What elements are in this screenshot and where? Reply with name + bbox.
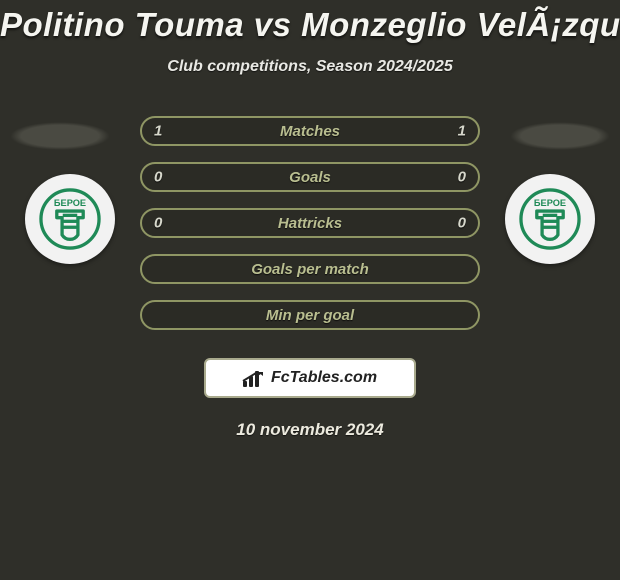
crest-label-right: БЕРОЕ xyxy=(534,198,566,208)
avatar-shadow-right xyxy=(510,122,610,150)
stat-value-right: 1 xyxy=(458,123,466,140)
crest-label-left: БЕРОЕ xyxy=(54,198,86,208)
comparison-stage: БЕРОЕ БЕРОЕ 1 Matches 1 0 Goals 0 xyxy=(0,104,620,344)
stat-row: Goals per match xyxy=(140,254,480,284)
page-title: Politino Touma vs Monzeglio VelÃ¡zquez xyxy=(0,0,620,44)
stat-value-right: 0 xyxy=(458,215,466,232)
stat-label: Goals per match xyxy=(251,261,369,278)
stat-row: 1 Matches 1 xyxy=(140,116,480,146)
club-crest-icon: БЕРОЕ xyxy=(37,186,103,252)
stat-label: Matches xyxy=(280,123,340,140)
stat-value-left: 1 xyxy=(154,123,162,140)
stat-row: Min per goal xyxy=(140,300,480,330)
stat-value-right: 0 xyxy=(458,169,466,186)
stat-value-left: 0 xyxy=(154,215,162,232)
brand-badge[interactable]: FcTables.com xyxy=(204,358,416,398)
stat-label: Min per goal xyxy=(266,307,354,324)
club-crest-icon: БЕРОЕ xyxy=(517,186,583,252)
brand-text: FcTables.com xyxy=(271,369,377,387)
player-avatar-left: БЕРОЕ xyxy=(25,174,115,264)
stat-value-left: 0 xyxy=(154,169,162,186)
stat-rows: 1 Matches 1 0 Goals 0 0 Hattricks 0 Goal… xyxy=(140,116,480,346)
date-text: 10 november 2024 xyxy=(0,420,620,440)
stat-label: Goals xyxy=(289,169,331,186)
avatar-shadow-left xyxy=(10,122,110,150)
player-avatar-right: БЕРОЕ xyxy=(505,174,595,264)
stat-row: 0 Hattricks 0 xyxy=(140,208,480,238)
subtitle: Club competitions, Season 2024/2025 xyxy=(0,58,620,76)
stat-label: Hattricks xyxy=(278,215,342,232)
bar-chart-icon xyxy=(243,369,265,387)
stat-row: 0 Goals 0 xyxy=(140,162,480,192)
